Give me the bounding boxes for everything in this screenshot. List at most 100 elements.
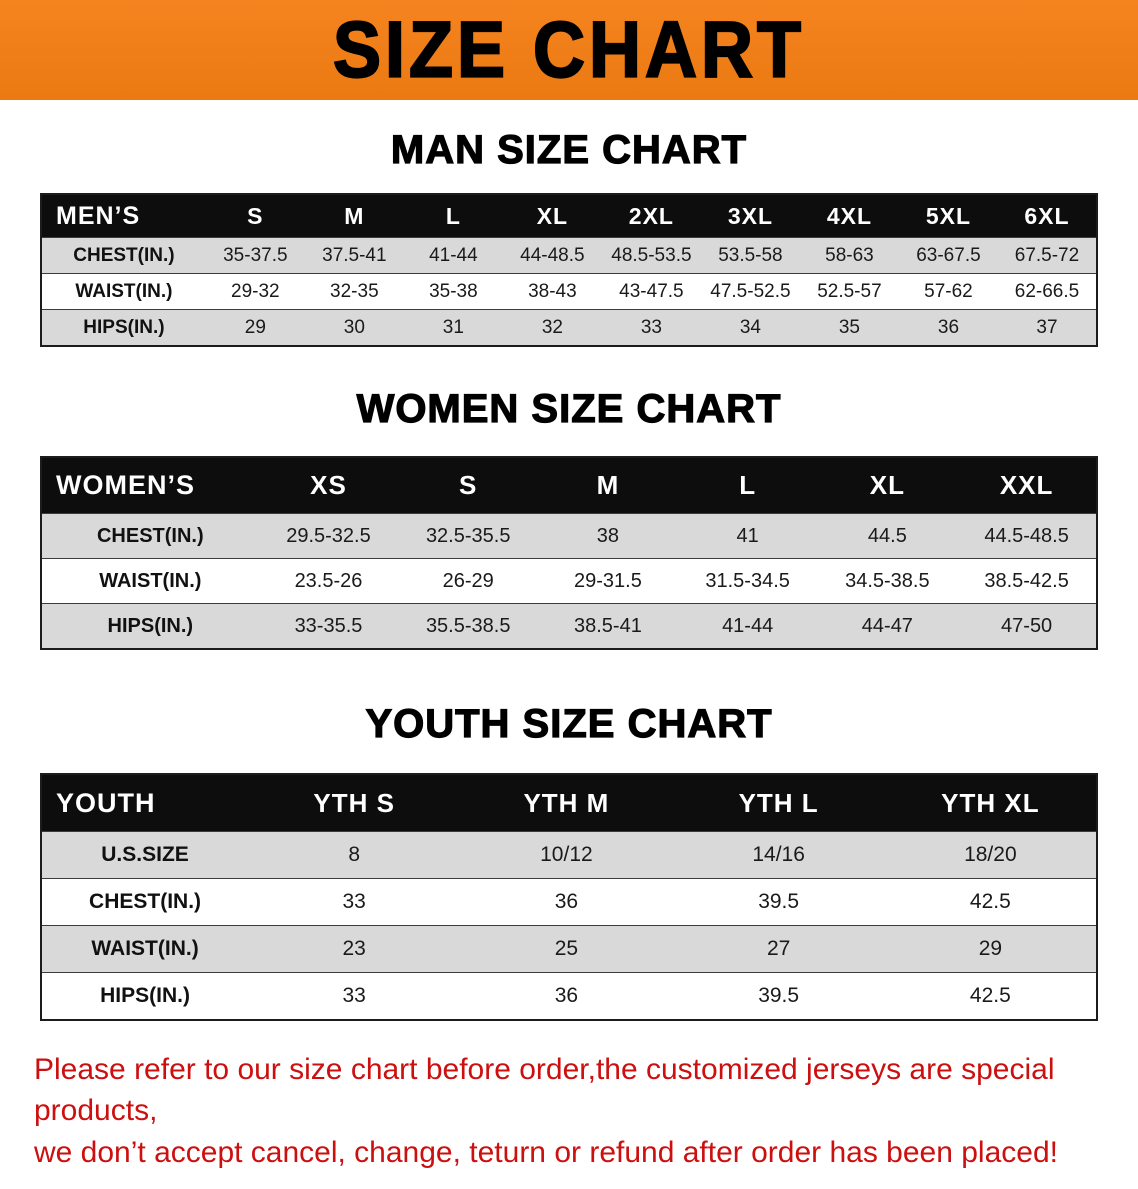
data-cell: 67.5-72 [1014, 244, 1080, 266]
row-label-cell: WAIST(IN.) [99, 569, 202, 592]
data-cell: 18/20 [964, 843, 1017, 866]
row-label-cell: U.S.SIZE [101, 843, 189, 866]
size-header-cell: S [205, 194, 305, 238]
data-cell: 44-47 [861, 614, 913, 637]
disclaimer-line-2: we don’t accept cancel, change, teturn o… [34, 1135, 1058, 1169]
data-cell: 34.5-38.5 [845, 569, 930, 592]
table-title-cell: MEN’S [41, 194, 206, 238]
table-title-cell: YOUTH [41, 774, 249, 832]
table-title-cell: WOMEN’S [41, 457, 259, 514]
data-cell: 58-63 [825, 244, 874, 266]
data-cell: 37 [1036, 316, 1058, 338]
data-cell: 29 [244, 316, 266, 338]
data-cell: 31.5-34.5 [705, 569, 790, 592]
data-cell: 32.5-35.5 [425, 524, 511, 547]
row-label-cell: HIPS(IN.) [100, 984, 190, 1007]
table-header-row: MEN’S S M L XL 2XL 3XL 4XL 5XL 6XL [41, 194, 1097, 238]
size-header-cell: M [304, 194, 404, 238]
size-header-cell: L [403, 194, 503, 238]
data-cell: 29.5-32.5 [286, 524, 371, 547]
youth-size-table: YOUTH YTH S YTH M YTH L YTH XL U.S.SIZE 8 10/12… [40, 773, 1098, 1021]
youth-size-section: YOUTH SIZE CHART YOUTH YTH S YTH M YTH L YTH… [0, 701, 1138, 1021]
size-header-cell: YTH S [248, 774, 461, 832]
data-cell: 35-38 [429, 280, 478, 302]
men-size-section: MAN SIZE CHART MEN’S S M L XL 2XL 3XL 4XL 5XL 6XL… [0, 127, 1138, 347]
table-row: WAIST(IN.) 23 25 27 29 [41, 925, 1097, 973]
data-cell: 33-35.5 [294, 614, 363, 637]
data-cell: 47-50 [1001, 614, 1053, 637]
table-header-row: YOUTH YTH S YTH M YTH L YTH XL [41, 774, 1097, 832]
row-label-cell: CHEST(IN.) [96, 524, 204, 547]
data-cell: 36 [554, 984, 579, 1007]
row-label-cell: WAIST(IN.) [75, 280, 173, 302]
data-cell: 29-32 [231, 280, 280, 302]
data-cell: 44.5-48.5 [984, 524, 1069, 547]
data-cell: 36 [937, 316, 960, 338]
table-row: HIPS(IN.) 33-35.5 35.5-38.5 38.5-41 41-44 44-… [41, 603, 1097, 649]
data-cell: 32-35 [330, 280, 379, 302]
size-header-cell: XS [258, 457, 399, 514]
data-cell: 33 [342, 890, 366, 913]
data-cell: 27 [766, 937, 791, 960]
table-row: WAIST(IN.) 29-32 32-35 35-38 38-43 43-47.5 47.… [41, 273, 1097, 310]
data-cell: 38 [596, 524, 620, 547]
row-label-cell: HIPS(IN.) [107, 614, 194, 637]
data-cell: 47.5-52.5 [710, 280, 791, 302]
banner: SIZE CHART [0, 0, 1138, 100]
page-title: SIZE CHART [332, 5, 805, 95]
data-cell: 31 [442, 316, 464, 338]
size-header-cell: 5XL [898, 194, 998, 238]
data-cell: 44-48.5 [520, 244, 585, 266]
data-cell: 52.5-57 [817, 280, 882, 302]
size-header-cell: 4XL [799, 194, 899, 238]
disclaimer-line-1: Please refer to our size chart before or… [34, 1053, 1055, 1128]
row-label-cell: CHEST(IN.) [73, 244, 175, 266]
data-cell: 29-31.5 [574, 569, 642, 592]
data-cell: 39.5 [758, 984, 800, 1007]
data-cell: 29 [978, 937, 1003, 960]
data-cell: 10/12 [540, 843, 593, 866]
data-cell: 25 [554, 937, 579, 960]
women-size-section: WOMEN SIZE CHART WOMEN’S XS S M L XL XXL CHEST(… [0, 386, 1138, 650]
size-header-cell: YTH XL [884, 774, 1097, 832]
data-cell: 37.5-41 [322, 244, 387, 266]
data-cell: 43-47.5 [619, 280, 684, 302]
size-header-cell: YTH M [460, 774, 673, 832]
data-cell: 23.5-26 [294, 569, 363, 592]
size-header-cell: XXL [957, 457, 1097, 514]
table-row: CHEST(IN.) 35-37.5 37.5-41 41-44 44-48.5 48.5… [41, 237, 1097, 274]
table-row: HIPS(IN.) 29 30 31 32 33 34 35 36 37 [41, 309, 1097, 346]
data-cell: 38-43 [528, 280, 577, 302]
data-cell: 57-62 [924, 280, 973, 302]
size-header-cell: 3XL [700, 194, 800, 238]
data-cell: 34 [739, 316, 761, 338]
data-cell: 53.5-58 [718, 244, 783, 266]
size-header-cell: YTH L [672, 774, 885, 832]
data-cell: 38.5-42.5 [984, 569, 1069, 592]
data-cell: 63-67.5 [916, 244, 981, 266]
row-label-cell: WAIST(IN.) [91, 937, 199, 960]
data-cell: 33 [342, 984, 366, 1007]
row-label-cell: CHEST(IN.) [89, 890, 202, 913]
data-cell: 35 [838, 316, 860, 338]
size-header-cell: XL [502, 194, 602, 238]
size-header-cell: S [398, 457, 539, 514]
data-cell: 30 [343, 316, 365, 338]
data-cell: 14/16 [752, 843, 805, 866]
men-size-table: MEN’S S M L XL 2XL 3XL 4XL 5XL 6XL CHEST(IN.) 35-37… [40, 193, 1098, 347]
data-cell: 23 [342, 937, 366, 960]
table-row: CHEST(IN.) 29.5-32.5 32.5-35.5 38 41 44.5 44.5… [41, 513, 1097, 559]
data-cell: 33 [640, 316, 662, 338]
data-cell: 41 [736, 524, 759, 547]
data-cell: 36 [554, 890, 579, 913]
disclaimer: Please refer to our size chart before or… [0, 1049, 1138, 1189]
size-header-cell: M [538, 457, 678, 514]
table-row: CHEST(IN.) 33 36 39.5 42.5 [41, 878, 1097, 926]
table-row: U.S.SIZE 8 10/12 14/16 18/20 [41, 831, 1097, 879]
youth-section-heading: YOUTH SIZE CHART [365, 701, 773, 746]
size-header-cell: XL [817, 457, 958, 514]
data-cell: 41-44 [429, 244, 478, 266]
table-row: HIPS(IN.) 33 36 39.5 42.5 [41, 972, 1097, 1020]
size-header-cell: L [677, 457, 818, 514]
row-label-cell: HIPS(IN.) [83, 316, 165, 338]
